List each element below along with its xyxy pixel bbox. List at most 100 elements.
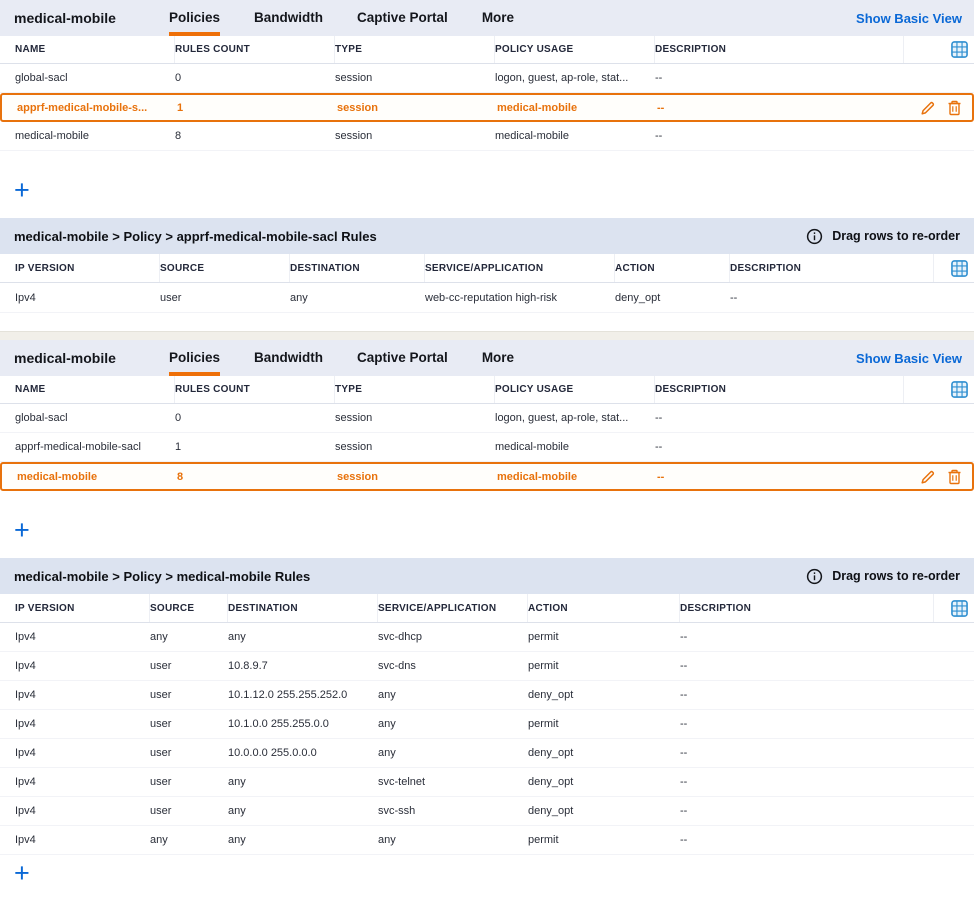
- tab-policies[interactable]: Policies: [169, 0, 221, 36]
- table-cell: 10.1.0.0 255.255.0.0: [228, 718, 329, 730]
- col-source: SOURCE: [150, 594, 228, 622]
- table-row[interactable]: apprf-medical-mobile-sacl 1 session medical…: [0, 433, 974, 462]
- table-row[interactable]: global-sacl 0 session logon, guest, ap-role…: [0, 404, 974, 433]
- table-row[interactable]: Ipv4 user 10.1.12.0 255.255.252.0 any deny_o…: [0, 681, 974, 710]
- table-cell: user: [150, 689, 172, 701]
- tab-strip: Policies Bandwidth Captive Portal More: [152, 340, 531, 376]
- table-cell: any: [378, 689, 396, 701]
- table-row[interactable]: Ipv4 any any any permit --: [0, 826, 974, 855]
- add-policy-button[interactable]: +: [14, 515, 30, 545]
- table-cell: user: [150, 718, 172, 730]
- drag-reorder-hint: Drag rows to re-order: [832, 569, 960, 583]
- tab-bandwidth[interactable]: Bandwidth: [254, 350, 324, 365]
- table-cell: --: [655, 130, 663, 142]
- table-cell: permit: [528, 718, 559, 730]
- tab-bar: medical-mobile Policies Bandwidth Captiv…: [0, 340, 974, 376]
- table-cell: medical-mobile: [495, 130, 569, 142]
- grid-icon[interactable]: [951, 259, 968, 277]
- add-policy-button[interactable]: +: [14, 175, 30, 205]
- table-row[interactable]: Ipv4 user 10.0.0.0 255.0.0.0 any deny_opt --: [0, 739, 974, 768]
- table-cell: medical-mobile: [497, 101, 578, 114]
- table-cell: --: [680, 718, 688, 730]
- delete-icon[interactable]: [947, 469, 962, 485]
- table-cell: any: [228, 805, 246, 817]
- info-icon[interactable]: [806, 228, 823, 245]
- table-row[interactable]: global-sacl 0 session logon, guest, ap-role…: [0, 64, 974, 93]
- grid-icon[interactable]: [951, 41, 968, 58]
- col-action: ACTION: [528, 594, 680, 622]
- table-cell: --: [680, 689, 688, 701]
- policies-table-header: NAME RULES COUNT TYPE POLICY USAGE DESCR…: [0, 376, 974, 404]
- table-cell: --: [680, 660, 688, 672]
- table-cell: deny_opt: [528, 747, 574, 759]
- col-source: SOURCE: [160, 254, 290, 282]
- table-cell: Ipv4: [15, 834, 36, 846]
- row-actions: [902, 469, 972, 485]
- table-cell: user: [150, 660, 172, 672]
- table-row[interactable]: Ipv4 user any web-cc-reputation high-risk de…: [0, 283, 974, 313]
- col-name: NAME: [15, 376, 175, 403]
- table-cell: 10.8.9.7: [228, 660, 268, 672]
- table-cell: any: [378, 747, 396, 759]
- policies-table-header: NAME RULES COUNT TYPE POLICY USAGE DESCR…: [0, 36, 974, 64]
- col-rules-count: RULES COUNT: [175, 376, 335, 403]
- tab-more[interactable]: More: [481, 350, 515, 365]
- edit-icon[interactable]: [920, 100, 936, 116]
- grid-icon[interactable]: [951, 599, 968, 617]
- policies-table: NAME RULES COUNT TYPE POLICY USAGE DESCR…: [0, 36, 974, 151]
- table-cell: --: [680, 805, 688, 817]
- table-cell: global-sacl: [15, 412, 68, 424]
- table-cell: any: [228, 631, 246, 643]
- table-cell: permit: [528, 631, 559, 643]
- profile-title: medical-mobile: [14, 10, 116, 26]
- table-cell: --: [680, 834, 688, 846]
- table-row[interactable]: Ipv4 user any svc-ssh deny_opt --: [0, 797, 974, 826]
- show-basic-view-link[interactable]: Show Basic View: [856, 350, 962, 366]
- tab-policies[interactable]: Policies: [169, 340, 221, 376]
- grid-icon[interactable]: [951, 381, 968, 398]
- table-row[interactable]: medical-mobile 8 session medical-mobile --: [0, 122, 974, 151]
- table-cell: any: [378, 718, 396, 730]
- table-cell: Ipv4: [15, 776, 36, 788]
- table-row[interactable]: medical-mobile 8 session medical-mobile --: [0, 462, 974, 491]
- tab-captive-portal[interactable]: Captive Portal: [357, 350, 448, 365]
- tab-more[interactable]: More: [481, 10, 515, 25]
- table-cell: deny_opt: [528, 805, 574, 817]
- table-row[interactable]: Ipv4 any any svc-dhcp permit --: [0, 623, 974, 652]
- info-icon[interactable]: [806, 568, 823, 585]
- table-cell: user: [150, 776, 172, 788]
- table-row[interactable]: Ipv4 user 10.1.0.0 255.255.0.0 any permit --: [0, 710, 974, 739]
- rules-breadcrumb: medical-mobile > Policy > apprf-medical-…: [14, 228, 377, 244]
- table-cell: 10.1.12.0 255.255.252.0: [228, 689, 348, 701]
- table-cell: Ipv4: [15, 291, 36, 304]
- table-cell: any: [150, 631, 168, 643]
- tab-captive-portal[interactable]: Captive Portal: [357, 10, 448, 25]
- table-cell: Ipv4: [15, 660, 36, 672]
- table-row[interactable]: Ipv4 user any svc-telnet deny_opt --: [0, 768, 974, 797]
- table-cell: --: [680, 776, 688, 788]
- table-cell: Ipv4: [15, 631, 36, 643]
- table-cell: svc-dhcp: [378, 631, 423, 643]
- table-cell: logon, guest, ap-role, stat...: [495, 72, 629, 84]
- table-cell: --: [657, 101, 665, 114]
- col-description: DESCRIPTION: [680, 594, 934, 622]
- table-cell: session: [335, 130, 373, 142]
- tab-bandwidth[interactable]: Bandwidth: [254, 10, 324, 25]
- show-basic-view-link[interactable]: Show Basic View: [856, 10, 962, 26]
- panel-divider: [0, 331, 974, 340]
- edit-icon[interactable]: [920, 469, 936, 485]
- rules-table-header: IP VERSION SOURCE DESTINATION SERVICE/AP…: [0, 594, 974, 623]
- table-cell: svc-telnet: [378, 776, 426, 788]
- table-cell: user: [150, 747, 172, 759]
- table-cell: --: [655, 412, 663, 424]
- table-cell: svc-dns: [378, 660, 416, 672]
- col-destination: DESTINATION: [290, 254, 425, 282]
- table-cell: user: [160, 291, 182, 304]
- table-cell: 8: [177, 470, 184, 483]
- table-cell: medical-mobile: [497, 470, 578, 483]
- table-row[interactable]: apprf-medical-mobile-s... 1 session medical…: [0, 93, 974, 122]
- table-cell: --: [655, 72, 663, 84]
- table-row[interactable]: Ipv4 user 10.8.9.7 svc-dns permit --: [0, 652, 974, 681]
- add-rule-button[interactable]: +: [14, 858, 30, 888]
- delete-icon[interactable]: [947, 100, 962, 116]
